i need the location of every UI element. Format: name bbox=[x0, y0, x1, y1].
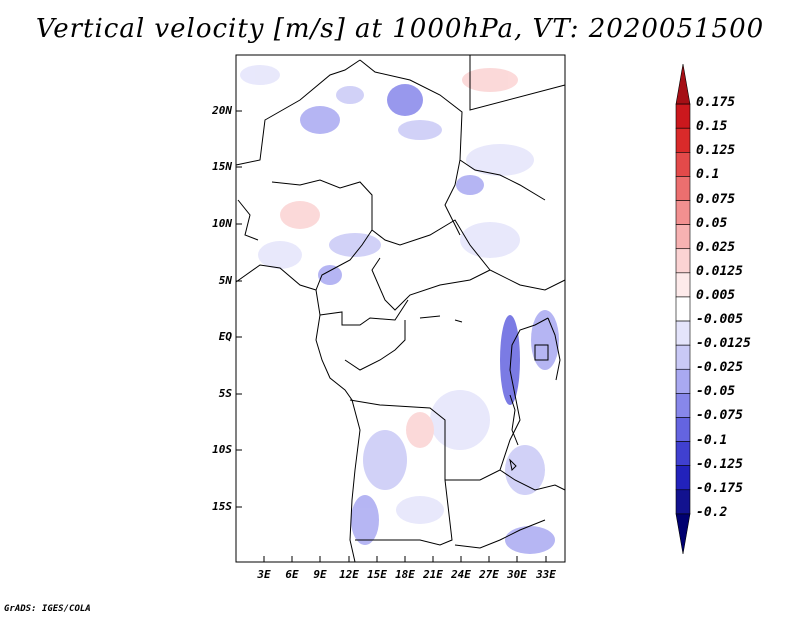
colorbar-label: -0.1 bbox=[696, 432, 728, 448]
colorbar-label: -0.0125 bbox=[696, 336, 751, 352]
lon-label-24e: 24E bbox=[451, 568, 471, 581]
colorbar-segment bbox=[675, 176, 691, 201]
country-borders bbox=[235, 55, 566, 563]
colorbar-segment bbox=[675, 103, 691, 129]
colorbar-segment bbox=[675, 63, 691, 105]
lat-ticks bbox=[236, 110, 242, 508]
colorbar-segment bbox=[675, 152, 691, 177]
colorbar-segment bbox=[675, 296, 691, 322]
colorbar-label: -0.175 bbox=[696, 480, 743, 496]
lat-label-15n: 15N bbox=[212, 160, 232, 173]
colorbar-segment bbox=[675, 368, 691, 394]
colorbar-label: -0.005 bbox=[696, 312, 743, 328]
lat-label-5n: 5N bbox=[218, 274, 232, 287]
colorbar-label: 0.175 bbox=[696, 95, 736, 111]
lat-label-10n: 10N bbox=[212, 217, 232, 230]
colorbar-label: -0.025 bbox=[696, 360, 743, 376]
colorbar-label: -0.125 bbox=[696, 456, 743, 472]
lat-label-10s: 10S bbox=[212, 443, 232, 456]
colorbar-label: 0.025 bbox=[696, 239, 736, 255]
colorbar-label: 0.125 bbox=[696, 143, 736, 159]
colorbar-label: 0.005 bbox=[696, 287, 736, 303]
colorbar-segment bbox=[675, 127, 691, 153]
map-title: Vertical velocity [m/s] at 1000hPa, VT: … bbox=[35, 14, 765, 44]
lon-label-30e: 30E bbox=[507, 568, 527, 581]
lon-label-15e: 15E bbox=[367, 568, 387, 581]
velocity-field bbox=[240, 65, 559, 554]
colorbar-segment bbox=[675, 465, 691, 491]
colorbar-label: -0.075 bbox=[696, 408, 743, 424]
colorbar-label: 0.1 bbox=[696, 167, 720, 183]
lon-label-6e: 6E bbox=[285, 568, 299, 581]
colorbar-segment bbox=[675, 272, 691, 298]
colorbar-segment bbox=[675, 513, 691, 555]
colorbar-label: -0.2 bbox=[696, 504, 728, 520]
colorbar-segment bbox=[675, 489, 691, 515]
lon-label-9e: 9E bbox=[313, 568, 327, 581]
colorbar-segment bbox=[675, 320, 691, 346]
lat-label-15s: 15S bbox=[212, 500, 232, 513]
lat-label-5s: 5S bbox=[218, 387, 232, 400]
colorbar-segment bbox=[675, 248, 691, 274]
lon-label-27e: 27E bbox=[479, 568, 499, 581]
colorbar-segment bbox=[675, 224, 691, 250]
colorbar-label: 0.15 bbox=[696, 119, 728, 135]
colorbar-label: 0.05 bbox=[696, 215, 728, 231]
colorbar-label: -0.05 bbox=[696, 384, 736, 400]
colorbar-segment bbox=[675, 344, 691, 370]
colorbar-segment bbox=[675, 441, 691, 466]
lat-label-20n: 20N bbox=[212, 104, 232, 117]
lat-label-eq: EQ bbox=[218, 330, 232, 343]
colorbar-label: 0.0125 bbox=[696, 263, 743, 279]
lon-label-21e: 21E bbox=[423, 568, 443, 581]
lon-label-3e: 3E bbox=[257, 568, 271, 581]
lon-label-12e: 12E bbox=[339, 568, 359, 581]
colorbar-label: 0.075 bbox=[696, 191, 736, 207]
lon-ticks bbox=[263, 556, 547, 562]
colorbar bbox=[675, 63, 691, 555]
colorbar-segment bbox=[675, 393, 691, 418]
grads-credit: GrADS: IGES/COLA bbox=[4, 604, 91, 614]
lon-label-18e: 18E bbox=[395, 568, 415, 581]
colorbar-segment bbox=[675, 417, 691, 442]
lon-label-33e: 33E bbox=[536, 568, 556, 581]
colorbar-segment bbox=[675, 200, 691, 225]
